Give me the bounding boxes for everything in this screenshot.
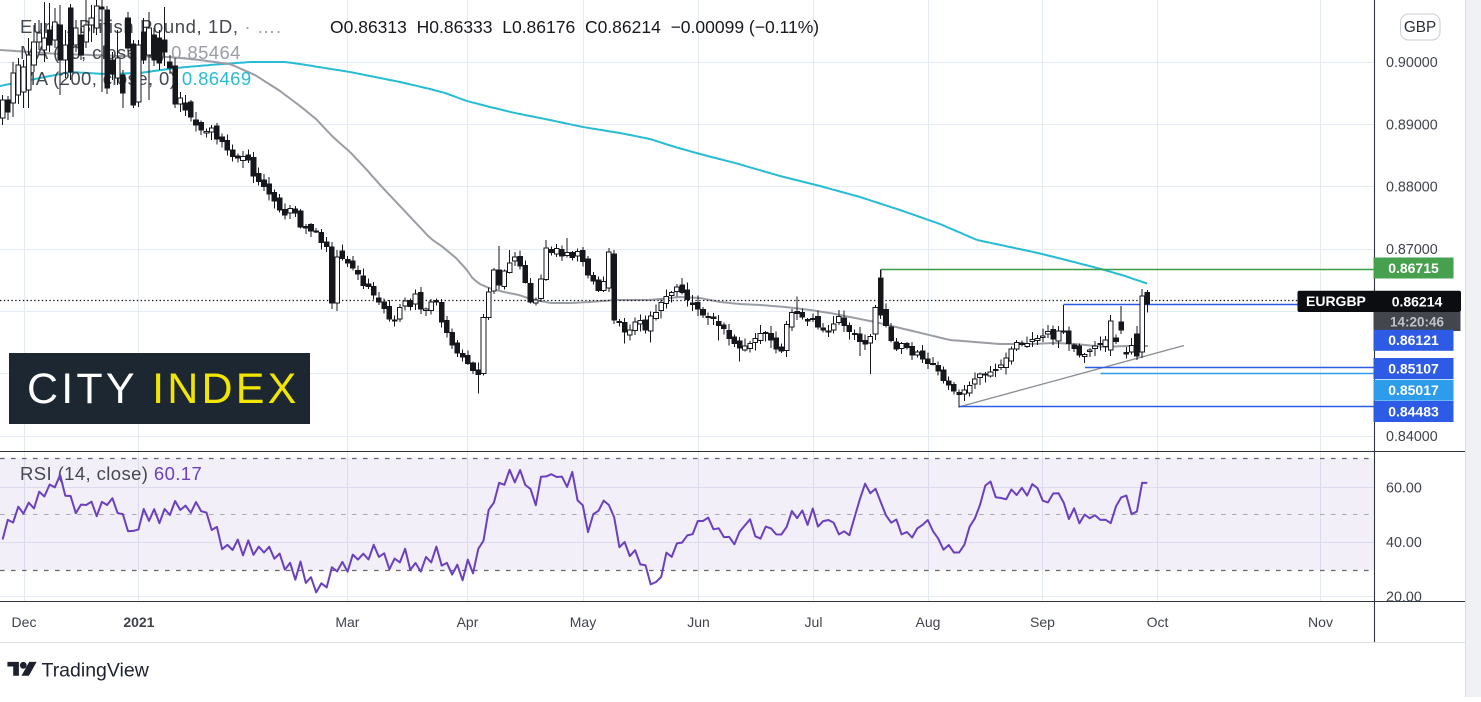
svg-text:0.85107: 0.85107 bbox=[1388, 360, 1439, 376]
svg-text:Aug: Aug bbox=[916, 614, 941, 630]
svg-text:0.85017: 0.85017 bbox=[1388, 382, 1439, 398]
svg-text:Apr: Apr bbox=[457, 614, 479, 630]
svg-text:14:20:46: 14:20:46 bbox=[1390, 315, 1445, 330]
svg-text:40.00: 40.00 bbox=[1386, 535, 1422, 551]
svg-text:0.86121: 0.86121 bbox=[1388, 332, 1439, 348]
svg-text:Mar: Mar bbox=[335, 614, 359, 630]
svg-text:Jul: Jul bbox=[805, 614, 823, 630]
svg-text:Nov: Nov bbox=[1308, 614, 1333, 630]
svg-text:GBP: GBP bbox=[1404, 19, 1436, 36]
svg-text:0.90000: 0.90000 bbox=[1386, 55, 1438, 71]
svg-text:60.00: 60.00 bbox=[1386, 481, 1422, 497]
svg-text:0.86715: 0.86715 bbox=[1388, 260, 1439, 276]
svg-text:Oct: Oct bbox=[1147, 614, 1169, 630]
svg-text:0.84483: 0.84483 bbox=[1388, 403, 1439, 419]
svg-text:Sep: Sep bbox=[1030, 614, 1055, 630]
svg-text:May: May bbox=[570, 614, 596, 630]
svg-text:TradingView: TradingView bbox=[42, 660, 150, 682]
svg-text:O0.86313 H0.86333 L0.86176: O0.86313 H0.86333 L0.86176 C0.86214 −0.0… bbox=[330, 17, 819, 37]
svg-text:Dec: Dec bbox=[12, 614, 37, 630]
svg-text:EURGBP: EURGBP bbox=[1306, 293, 1366, 309]
svg-text:0.88000: 0.88000 bbox=[1386, 180, 1438, 196]
svg-text:0.86214: 0.86214 bbox=[1392, 293, 1443, 309]
svg-text:0.84000: 0.84000 bbox=[1386, 429, 1438, 445]
svg-text:20.00: 20.00 bbox=[1386, 590, 1422, 606]
svg-text:2021: 2021 bbox=[123, 614, 154, 630]
svg-text:RSI (14, close) 60.17: RSI (14, close) 60.17 bbox=[20, 463, 202, 484]
svg-text:0.87000: 0.87000 bbox=[1386, 242, 1438, 258]
svg-text:Jun: Jun bbox=[687, 614, 710, 630]
svg-text:CITY INDEX: CITY INDEX bbox=[27, 365, 300, 413]
svg-text:0.89000: 0.89000 bbox=[1386, 117, 1438, 133]
